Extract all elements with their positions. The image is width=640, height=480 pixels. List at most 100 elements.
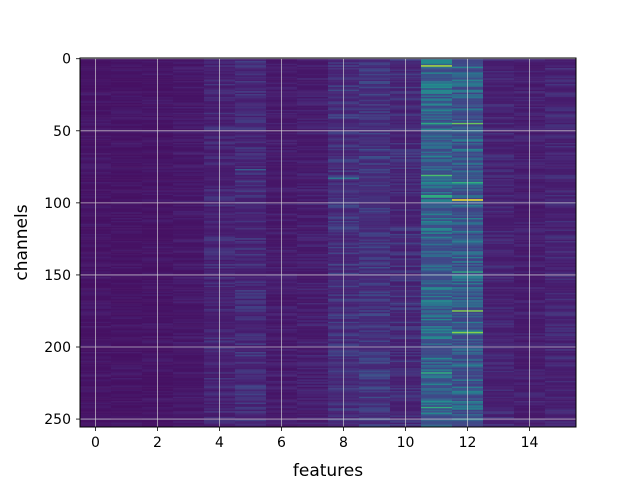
heatmap-cell xyxy=(421,242,453,245)
heatmap-cell xyxy=(545,171,577,174)
heatmap-cell xyxy=(173,370,205,373)
heatmap-cell xyxy=(297,419,329,422)
heatmap-cell xyxy=(421,111,453,114)
heatmap-cell xyxy=(545,318,577,321)
heatmap-cell xyxy=(483,164,515,167)
heatmap-cell xyxy=(483,131,515,134)
heatmap-cell xyxy=(421,105,453,108)
heatmap-cell xyxy=(359,362,391,364)
heatmap-cell xyxy=(111,406,143,409)
heatmap-cell xyxy=(483,256,515,259)
heatmap-cell xyxy=(173,401,205,403)
heatmap-cell xyxy=(297,60,329,63)
heatmap-cell xyxy=(297,317,329,320)
heatmap-cell xyxy=(235,157,267,160)
heatmap-cell xyxy=(297,177,329,180)
heatmap-cell xyxy=(359,389,391,392)
heatmap-cell xyxy=(235,183,267,186)
heatmap-cell xyxy=(111,66,143,69)
heatmap-cell xyxy=(421,218,453,220)
heatmap-cell xyxy=(545,393,577,396)
heatmap-cell xyxy=(483,301,515,304)
heatmap-cell xyxy=(235,419,267,422)
heatmap-cell xyxy=(111,127,143,129)
heatmap-cell xyxy=(545,109,577,112)
heatmap-cell xyxy=(359,281,391,284)
heatmap-cell xyxy=(235,230,267,233)
heatmap-cell xyxy=(297,200,329,203)
heatmap-cell xyxy=(173,393,205,396)
heatmap-cell xyxy=(111,134,143,137)
heatmap-cell xyxy=(421,183,453,186)
heatmap-cell xyxy=(297,414,329,416)
heatmap-cell xyxy=(545,95,577,98)
heatmap-cell xyxy=(421,85,453,88)
heatmap-cell xyxy=(483,395,515,398)
heatmap-cell xyxy=(545,295,577,298)
heatmap-cell xyxy=(111,307,143,310)
heatmap-cell xyxy=(111,94,143,96)
heatmap-cell xyxy=(483,127,515,129)
heatmap-cell xyxy=(111,241,143,243)
heatmap-cell xyxy=(111,95,143,98)
heatmap-cell xyxy=(359,220,391,223)
heatmap-cell xyxy=(483,362,515,364)
heatmap-cell xyxy=(421,196,453,199)
heatmap-cell xyxy=(297,277,329,279)
heatmap-cell xyxy=(421,186,453,189)
heatmap-cell xyxy=(297,144,329,147)
heatmap-cell xyxy=(173,350,205,353)
heatmap-cell xyxy=(421,390,453,393)
heatmap-cell xyxy=(173,203,205,206)
heatmap-cell xyxy=(297,206,329,209)
heatmap-cell xyxy=(111,229,143,232)
y-tick-label: 50 xyxy=(53,124,71,140)
heatmap-cell xyxy=(483,269,515,272)
heatmap-cell xyxy=(483,180,515,183)
heatmap-cell xyxy=(111,117,143,119)
heatmap-cell xyxy=(235,313,267,315)
heatmap-cell xyxy=(545,235,577,238)
heatmap-cell xyxy=(545,422,577,425)
heatmap-cell xyxy=(483,336,515,338)
heatmap-cell xyxy=(483,215,515,217)
heatmap-cell xyxy=(421,177,453,180)
heatmap-cell xyxy=(545,269,577,272)
heatmap-cell xyxy=(421,124,453,127)
heatmap-cell xyxy=(173,268,205,271)
heatmap-cell xyxy=(173,287,205,289)
heatmap-cell xyxy=(111,150,143,152)
heatmap-cell xyxy=(545,365,577,367)
heatmap-cell xyxy=(483,403,515,406)
heatmap-cell xyxy=(235,127,267,129)
heatmap-cell xyxy=(359,412,391,415)
heatmap-cell xyxy=(421,156,453,158)
heatmap-cell xyxy=(545,379,577,382)
heatmap-cell xyxy=(235,396,267,399)
heatmap-cell xyxy=(111,125,143,128)
heatmap-cell xyxy=(111,101,143,103)
heatmap-cell xyxy=(235,254,267,256)
heatmap-cell xyxy=(545,386,577,389)
heatmap-cell xyxy=(235,207,267,210)
heatmap-cell xyxy=(297,225,329,227)
heatmap-cell xyxy=(297,163,329,165)
heatmap-cell xyxy=(111,388,143,390)
heatmap-cell xyxy=(483,220,515,223)
heatmap-cell xyxy=(111,314,143,317)
heatmap-cell xyxy=(297,403,329,406)
heatmap-cell xyxy=(297,174,329,177)
heatmap-cell xyxy=(173,220,205,223)
heatmap-cell xyxy=(297,170,329,173)
heatmap-cell xyxy=(173,366,205,369)
heatmap-cell xyxy=(421,359,453,361)
heatmap-cell xyxy=(173,272,205,275)
heatmap-cell xyxy=(235,209,267,212)
heatmap-cell xyxy=(545,107,577,109)
heatmap-cell xyxy=(297,301,329,304)
heatmap-cell xyxy=(173,75,205,78)
heatmap-cell xyxy=(545,154,577,157)
heatmap-cell xyxy=(421,365,453,367)
heatmap-cell xyxy=(173,79,205,82)
heatmap-cell xyxy=(297,104,329,106)
